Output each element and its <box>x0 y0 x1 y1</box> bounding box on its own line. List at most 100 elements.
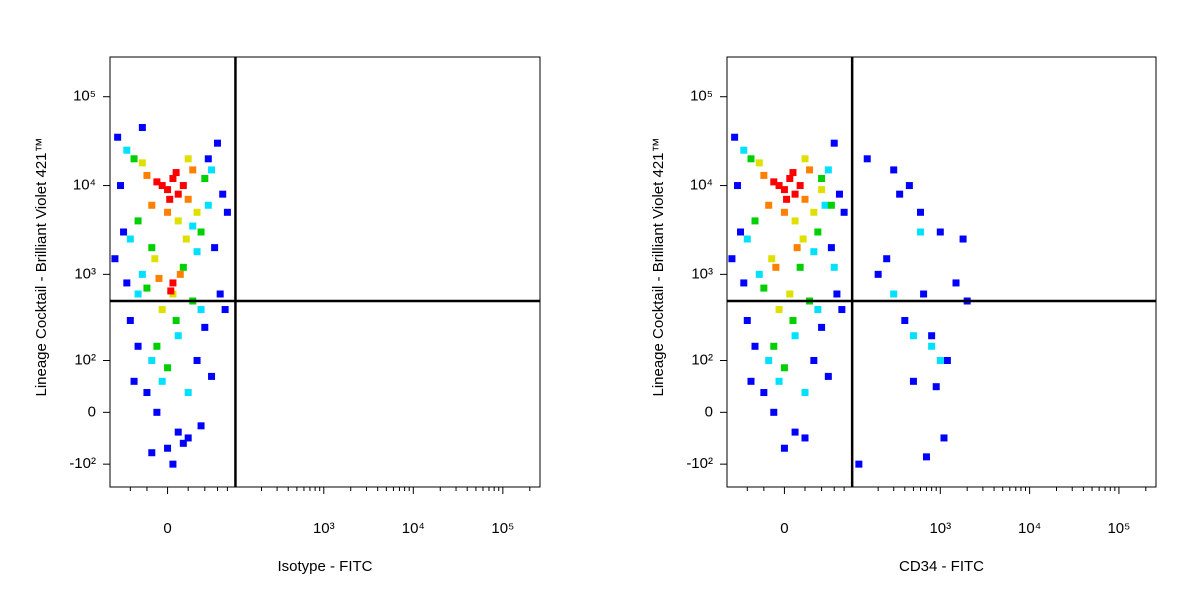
event-dot <box>928 332 936 340</box>
event-dot <box>731 133 739 141</box>
event-dot <box>901 316 909 324</box>
event-dot <box>827 244 835 252</box>
event-dot <box>176 270 184 278</box>
event-dot <box>172 316 180 324</box>
event-dot <box>179 439 187 447</box>
event-dot <box>770 342 778 350</box>
event-dot <box>922 453 930 461</box>
event-dot <box>760 284 768 292</box>
event-dot <box>216 290 224 298</box>
event-dot <box>755 270 763 278</box>
event-dot <box>747 377 755 385</box>
event-dot <box>130 377 138 385</box>
event-dot <box>174 332 182 340</box>
event-dot <box>833 290 841 298</box>
event-dot <box>760 171 768 179</box>
event-dot <box>155 274 163 282</box>
event-dot <box>169 279 177 287</box>
event-dot <box>197 228 205 236</box>
event-dot <box>751 217 759 225</box>
event-dot <box>743 316 751 324</box>
x-tick-label: 10³ <box>313 520 335 537</box>
event-dot <box>943 356 951 364</box>
event-dot <box>783 195 791 203</box>
event-dot <box>789 316 797 324</box>
event-dot <box>786 290 794 298</box>
event-dot <box>174 190 182 198</box>
event-dot <box>164 186 172 194</box>
event-dot <box>821 201 829 209</box>
event-dot <box>824 166 832 174</box>
event-dot <box>789 169 797 177</box>
event-dot <box>169 460 177 468</box>
x-tick-label: 10⁵ <box>1107 520 1130 537</box>
event-dot <box>221 306 229 314</box>
event-dot <box>143 171 151 179</box>
event-dot <box>743 235 751 243</box>
event-dot <box>208 372 216 380</box>
event-dot <box>223 208 231 216</box>
event-dot <box>747 155 755 163</box>
event-dot <box>959 235 967 243</box>
x-tick-label: 0 <box>780 520 788 537</box>
event-dot <box>835 190 843 198</box>
event-dot <box>814 228 822 236</box>
event-dot <box>751 342 759 350</box>
event-dot <box>134 342 142 350</box>
event-dot <box>158 182 166 190</box>
event-dot <box>117 182 125 190</box>
event-dot <box>204 155 212 163</box>
event-dot <box>111 255 119 263</box>
event-dot <box>193 248 201 256</box>
event-dot <box>772 263 780 271</box>
event-dot <box>189 166 197 174</box>
event-dot <box>204 201 212 209</box>
event-dot <box>818 186 826 194</box>
event-dot <box>197 306 205 314</box>
event-dot <box>916 208 924 216</box>
event-dot <box>810 208 818 216</box>
event-dot <box>768 255 776 263</box>
event-dot <box>874 270 882 278</box>
x-tick-label: 10⁵ <box>491 520 514 537</box>
event-dot <box>780 364 788 372</box>
event-dot <box>123 279 131 287</box>
event-dot <box>167 287 175 295</box>
event-dot <box>126 235 134 243</box>
event-dot <box>728 255 736 263</box>
event-dot <box>153 342 161 350</box>
event-dot <box>799 235 807 243</box>
event-dot <box>909 377 917 385</box>
event-dot <box>130 155 138 163</box>
event-dot <box>936 228 944 236</box>
y-axis-label: Lineage Cocktail - Brilliant Violet 421™ <box>33 137 50 396</box>
event-dot <box>824 372 832 380</box>
event-dot <box>770 408 778 416</box>
event-dot <box>182 235 190 243</box>
event-dot <box>890 290 898 298</box>
event-dot <box>793 244 801 252</box>
event-dot <box>755 159 763 167</box>
event-dot <box>801 389 809 397</box>
event-dot <box>164 364 172 372</box>
event-dot <box>143 284 151 292</box>
event-dot <box>780 208 788 216</box>
event-dot <box>166 195 174 203</box>
event-dot <box>810 356 818 364</box>
event-dot <box>193 208 201 216</box>
x-axis-label: CD34 - FITC <box>899 558 984 575</box>
event-dot <box>940 434 948 442</box>
event-dot <box>148 244 156 252</box>
event-dot <box>740 279 748 287</box>
event-dot <box>148 449 156 457</box>
event-dot <box>184 195 192 203</box>
event-dot <box>827 201 835 209</box>
event-dot <box>770 178 778 186</box>
event-dot <box>211 244 219 252</box>
event-dot <box>740 146 748 154</box>
y-tick-label: 10⁵ <box>73 88 96 105</box>
event-dot <box>201 323 209 331</box>
event-dot <box>153 178 161 186</box>
event-dot <box>791 332 799 340</box>
